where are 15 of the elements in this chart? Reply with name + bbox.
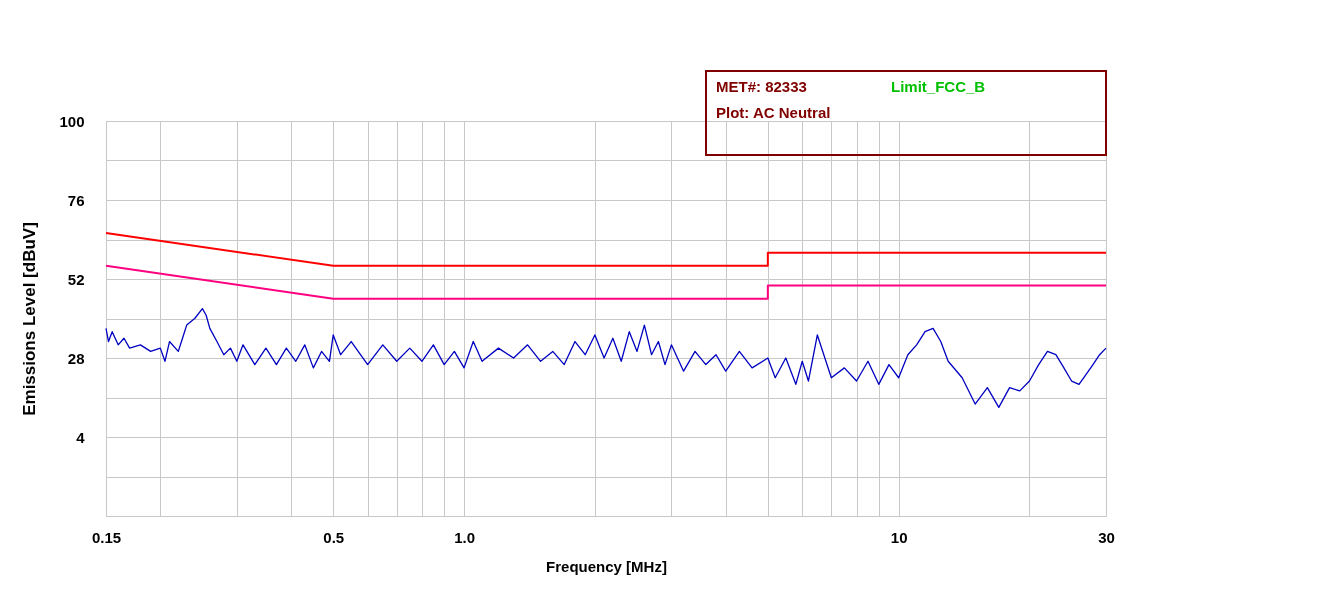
x-tick-label: 1.0 (454, 528, 475, 546)
text: MET#: 82333 (716, 78, 807, 95)
x-tick-label: 10 (890, 528, 908, 546)
x-tick-label: 0.15 (91, 528, 122, 546)
y-tick-label: 100 (59, 112, 85, 130)
y-tick-label: 28 (67, 349, 85, 367)
text: Limit_FCC_B (891, 78, 986, 95)
y-tick-label: 76 (67, 191, 85, 209)
x-axis-title: Frequency [MHz] (546, 557, 667, 575)
text: Plot: AC Neutral (716, 104, 831, 121)
y-axis-title: Emissions Level [dBuV] (20, 222, 40, 416)
y-tick-label: 4 (76, 428, 86, 446)
x-tick-label: 30 (1098, 528, 1115, 546)
y-tick-label: 52 (67, 270, 85, 288)
x-tick-label: 0.5 (323, 528, 345, 546)
